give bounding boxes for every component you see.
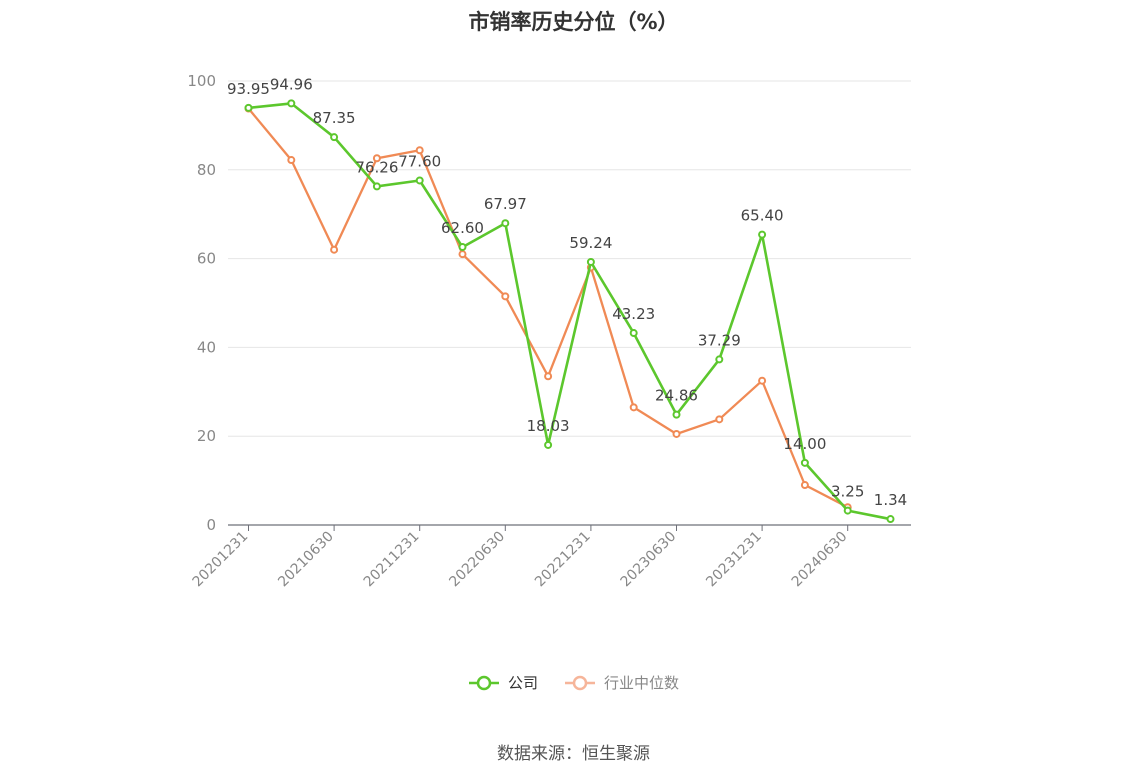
company-data-label: 62.60 [441, 219, 484, 237]
company-data-point [672, 410, 681, 419]
legend-label-industry: 行业中位数 [604, 674, 680, 692]
company-data-point [843, 506, 852, 515]
company-data-label: 1.34 [874, 491, 907, 509]
data-source: 数据来源：恒生聚源 [497, 744, 650, 764]
company-data-point [330, 133, 339, 142]
company-data-label: 3.25 [831, 483, 864, 501]
company-data-point [544, 440, 553, 449]
industry-data-point [330, 245, 339, 254]
industry-data-point [715, 415, 724, 424]
company-data-label: 87.35 [313, 109, 356, 127]
company-data-label: 37.29 [698, 331, 741, 349]
industry-data-point [372, 154, 381, 163]
y-tick-label: 40 [197, 338, 216, 356]
industry-data-point [287, 156, 296, 165]
company-data-point [501, 219, 510, 228]
company-data-label: 94.96 [270, 75, 313, 93]
legend-item-industry[interactable]: 行业中位数 [564, 672, 679, 693]
industry-data-point [501, 292, 510, 301]
x-tick-label: 20210630 [275, 529, 337, 591]
legend-line-marker-icon [565, 675, 595, 690]
company-data-point [372, 182, 381, 191]
company-data-point [287, 99, 296, 108]
company-data-point [586, 257, 595, 266]
industry-data-point [629, 403, 638, 412]
legend-item-company[interactable]: 公司 [468, 672, 538, 693]
company-data-label: 93.95 [227, 80, 270, 98]
x-tick-label: 20231231 [703, 529, 765, 591]
industry-data-point [758, 376, 767, 385]
legend: 公司 行业中位数 [0, 672, 1147, 693]
y-tick-label: 0 [206, 516, 216, 534]
legend-line-marker-icon [468, 675, 499, 690]
x-tick-label: 20230630 [618, 529, 680, 591]
industry-data-point [800, 481, 809, 490]
x-tick-label: 20201231 [190, 529, 252, 591]
company-series-line [248, 102, 891, 521]
company-data-label: 18.03 [527, 417, 570, 435]
y-tick-label: 100 [187, 72, 216, 90]
company-data-label: 24.86 [655, 387, 698, 405]
company-data-label: 14.00 [783, 435, 826, 453]
company-data-point [458, 243, 467, 252]
company-data-label: 59.24 [569, 234, 612, 252]
company-data-label: 77.60 [398, 152, 441, 170]
company-data-point [800, 458, 809, 467]
industry-data-point [458, 250, 467, 259]
y-tick-label: 80 [197, 161, 216, 179]
company-data-label: 67.97 [484, 195, 527, 213]
x-tick-label: 20211231 [361, 529, 423, 591]
x-tick-label: 20221231 [532, 529, 594, 591]
industry-data-point [415, 146, 424, 155]
company-data-point [244, 103, 253, 112]
company-data-label: 43.23 [612, 305, 655, 323]
industry-data-point [672, 429, 681, 438]
company-data-point [415, 176, 424, 185]
company-data-point [758, 230, 767, 239]
industry-data-point [544, 372, 553, 381]
company-data-point [629, 329, 638, 338]
company-data-label: 65.40 [741, 207, 784, 225]
company-data-label: 76.26 [355, 158, 398, 176]
chart-title: 市销率历史分位（%） [468, 10, 679, 34]
legend-label-company: 公司 [507, 674, 538, 692]
company-data-point [886, 515, 895, 524]
x-tick-label: 20220630 [446, 529, 508, 591]
company-data-point [715, 355, 724, 364]
x-tick-label: 20240630 [789, 529, 851, 591]
y-tick-label: 60 [197, 250, 216, 268]
y-tick-label: 20 [197, 427, 216, 445]
